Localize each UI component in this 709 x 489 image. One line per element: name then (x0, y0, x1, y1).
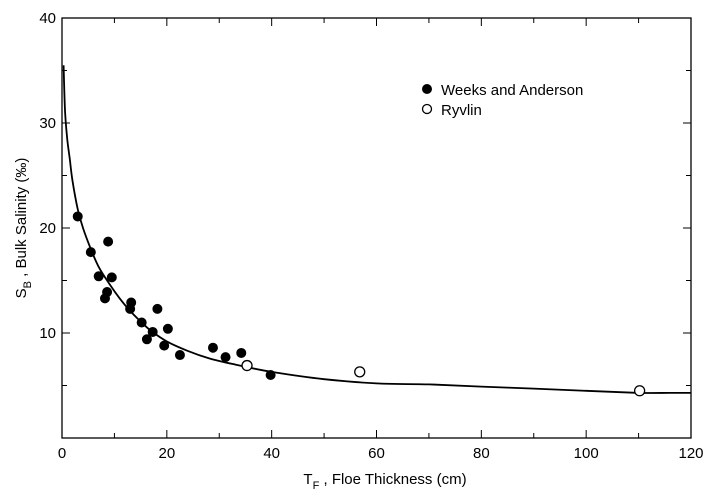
x-tick-label: 20 (158, 445, 175, 462)
data-points (72, 211, 646, 397)
x-axis-ticks: 0 20 40 60 80 100 120 (58, 18, 704, 462)
point-weeks-anderson (85, 247, 96, 258)
y-axis-label: SB , Bulk Salinity (‰) (13, 158, 34, 299)
x-tick-label: 80 (473, 445, 490, 462)
y-axis-label-sub: B (22, 281, 34, 288)
point-weeks-anderson (174, 350, 185, 361)
plot-border (61, 17, 692, 439)
y-axis-ticks: 10 20 30 40 (39, 10, 691, 439)
x-tick-label: 100 (574, 445, 599, 462)
point-weeks-anderson (106, 272, 117, 283)
legend: Weeks and Anderson Ryvlin (421, 82, 583, 119)
x-axis-label-sub: F (313, 480, 320, 489)
point-weeks-anderson (136, 317, 147, 328)
point-weeks-anderson (141, 334, 152, 345)
point-weeks-anderson (159, 340, 170, 351)
x-axis-label-main: T (303, 471, 312, 488)
legend-label-ryvlin: Ryvlin (441, 102, 482, 119)
y-tick-label: 30 (39, 115, 56, 132)
point-weeks-anderson (147, 326, 158, 337)
point-weeks-anderson (102, 287, 113, 298)
point-weeks-anderson (162, 323, 173, 334)
point-weeks-anderson (236, 347, 247, 358)
y-tick-label: 10 (39, 325, 56, 342)
point-ryvlin (354, 366, 366, 378)
x-tick-label: 0 (58, 445, 66, 462)
x-axis-label-rest: , Floe Thickness (cm) (319, 471, 466, 488)
y-tick-label: 20 (39, 220, 56, 237)
x-axis-label: TF , Floe Thickness (cm) (303, 471, 466, 489)
point-weeks-anderson (207, 342, 218, 353)
point-weeks-anderson (126, 297, 137, 308)
point-weeks-anderson (220, 352, 231, 363)
point-weeks-anderson (72, 211, 83, 222)
legend-marker-weeks-anderson (422, 84, 432, 94)
fit-curve-line (62, 65, 691, 394)
plot-frame (61, 17, 692, 439)
legend-label-weeks-anderson: Weeks and Anderson (441, 82, 583, 99)
point-weeks-anderson (265, 370, 276, 380)
x-tick-label: 40 (263, 445, 280, 462)
point-weeks-anderson (93, 271, 104, 282)
y-axis-label-rest: , Bulk Salinity (‰) (13, 158, 30, 281)
x-tick-label: 60 (368, 445, 385, 462)
x-tick-label: 120 (678, 445, 703, 462)
point-ryvlin (241, 359, 253, 372)
y-axis-label-main: S (13, 288, 30, 298)
point-weeks-anderson (152, 303, 163, 314)
legend-marker-ryvlin (421, 103, 433, 115)
y-tick-label: 40 (39, 10, 56, 27)
point-weeks-anderson (103, 236, 114, 247)
point-ryvlin (633, 385, 646, 397)
